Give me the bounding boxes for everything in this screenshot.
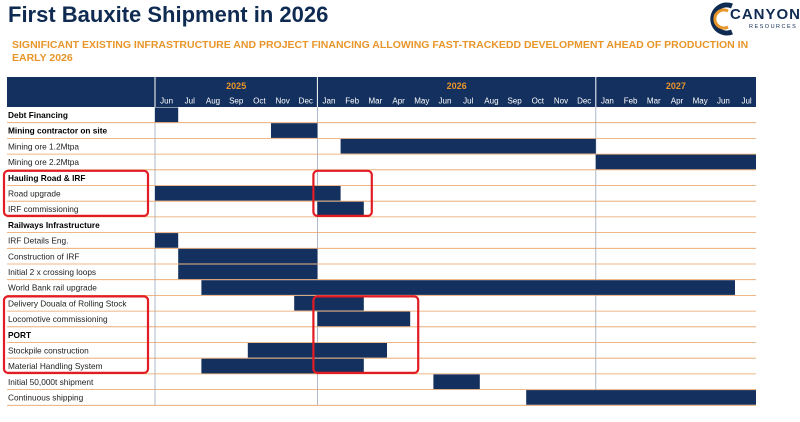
month-label: Jun xyxy=(717,97,730,106)
page-subtitle: SIGNIFICANT EXISTING INFRASTRUCTURE AND … xyxy=(12,39,749,64)
year-label: 2026 xyxy=(447,81,467,91)
task-bar xyxy=(178,264,318,280)
task-label: Mining ore 2.2Mtpa xyxy=(8,157,79,167)
task-bar xyxy=(155,186,341,201)
task-label: Railways Infrastructure xyxy=(8,220,100,230)
logo-wordmark: CANYON xyxy=(730,6,800,23)
year-label: 2025 xyxy=(226,81,246,91)
month-label: May xyxy=(414,97,429,106)
task-label: Locomotive commissioning xyxy=(8,314,108,324)
month-label: Dec xyxy=(299,97,313,106)
month-label: Dec xyxy=(577,97,591,106)
task-bar xyxy=(201,280,735,295)
month-label: Jul xyxy=(463,97,473,106)
month-label: Nov xyxy=(554,97,568,106)
month-label: Jan xyxy=(601,97,614,106)
page-title: First Bauxite Shipment in 2026 xyxy=(8,2,329,27)
logo-swoosh-icon xyxy=(710,2,733,36)
month-label: Sep xyxy=(229,97,244,106)
month-label: Oct xyxy=(532,97,545,106)
task-bar xyxy=(294,295,364,311)
month-label: Apr xyxy=(671,97,684,106)
task-bar xyxy=(340,138,596,154)
task-label: IRF Details Eng. xyxy=(8,236,68,246)
task-label: Mining contractor on site xyxy=(8,126,107,136)
task-bar xyxy=(201,358,364,374)
task-bar xyxy=(526,390,756,405)
task-bar xyxy=(433,374,480,390)
year-label: 2027 xyxy=(666,81,686,91)
task-label: Continuous shipping xyxy=(8,393,84,403)
task-label: Stockpile construction xyxy=(8,346,89,356)
month-label: Aug xyxy=(484,97,498,106)
timeline-header-band xyxy=(7,77,756,107)
month-label: Apr xyxy=(392,97,405,106)
month-label: Mar xyxy=(647,97,661,106)
task-label: IRF commissioning xyxy=(8,204,79,214)
month-label: Aug xyxy=(206,97,220,106)
highlight-box xyxy=(312,295,420,374)
task-label: PORT xyxy=(8,330,31,340)
highlight-box xyxy=(2,169,150,218)
month-label: Jul xyxy=(741,97,751,106)
month-label: Jan xyxy=(323,97,336,106)
month-label: Feb xyxy=(345,97,359,106)
task-label: Delivery Douala of Rolling Stock xyxy=(8,298,127,308)
task-label: Debt Financing xyxy=(8,110,68,120)
month-label: Jul xyxy=(185,97,195,106)
task-bar xyxy=(155,233,179,248)
task-label: Initial 50,000t shipment xyxy=(8,377,94,387)
highlight-box xyxy=(312,169,373,218)
task-label: Initial 2 x crossing loops xyxy=(8,267,96,277)
task-bar xyxy=(247,343,387,358)
month-label: Feb xyxy=(624,97,638,106)
task-bar xyxy=(178,248,318,264)
month-label: Sep xyxy=(507,97,522,106)
logo-subtext: RESOURCES xyxy=(749,24,798,30)
task-bar xyxy=(317,201,364,217)
task-label: Mining ore 1.2Mtpa xyxy=(8,141,79,151)
highlight-box xyxy=(2,295,150,374)
task-bar xyxy=(155,107,179,123)
task-bar xyxy=(595,154,756,170)
month-label: Nov xyxy=(275,97,289,106)
month-label: Oct xyxy=(253,97,266,106)
company-logo: CANYON RESOURCES xyxy=(706,2,800,36)
month-label: May xyxy=(693,97,708,106)
month-label: Jun xyxy=(439,97,452,106)
task-label: Road upgrade xyxy=(8,189,61,199)
task-label: Material Handling System xyxy=(8,361,103,371)
task-label: Construction of IRF xyxy=(8,251,79,261)
task-bar xyxy=(271,123,318,138)
task-label: Hauling Road & IRF xyxy=(8,173,85,183)
month-label: Jun xyxy=(160,97,173,106)
task-bar xyxy=(317,311,411,327)
task-label: World Bank rail upgrade xyxy=(8,283,97,293)
month-label: Mar xyxy=(369,97,383,106)
